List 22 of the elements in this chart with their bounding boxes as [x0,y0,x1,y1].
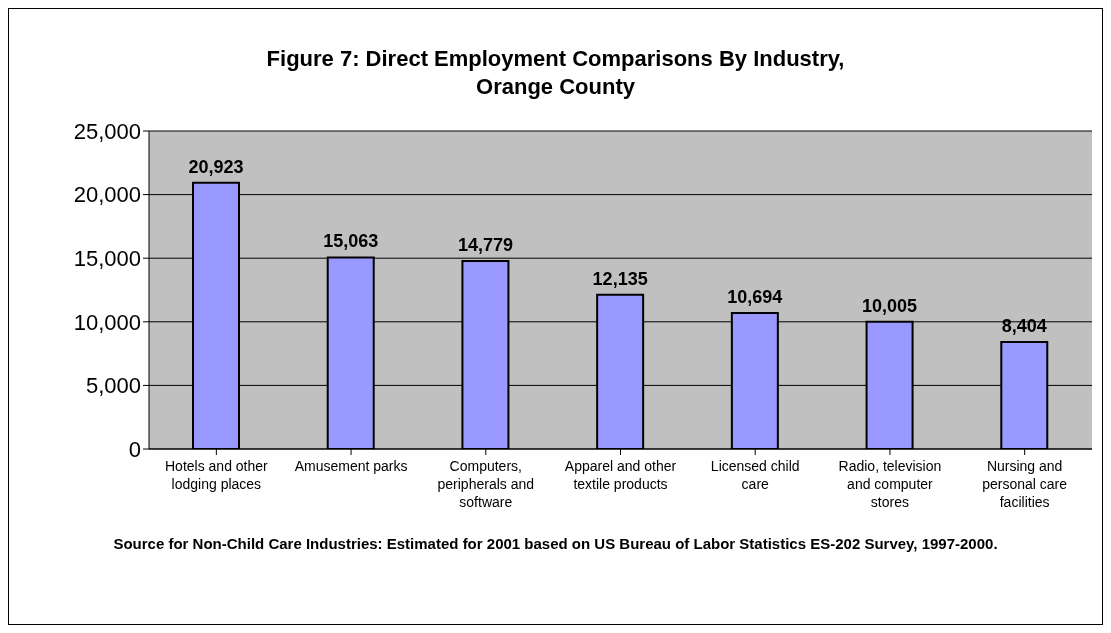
chart-title: Figure 7: Direct Employment Comparisons By Industry, Orange County [265,45,846,101]
x-tick-label: Apparel and other textile products [564,458,677,492]
y-tick-label: 5,000 [85,373,141,399]
x-tick-label: Amusement parks [294,458,408,474]
y-tick-label: 0 [128,436,141,462]
x-tick-label: Nursing and personal care facilities [982,458,1068,510]
data-label: 10,694 [727,286,783,307]
data-label: 10,005 [862,295,918,316]
y-tick-label: 10,000 [73,309,141,335]
data-label: 14,779 [457,235,513,256]
y-tick-label: 15,000 [73,246,141,272]
x-tick-label: Radio, television and computer stores [838,458,942,510]
source-note: Source for Non-Child Care Industries: Estimated for 2001 based on US Bureau of Labor Statistics ES-202 Survey, 1997-2000. [112,534,999,554]
x-tick-label: Hotels and other lodging places [164,458,269,492]
data-label: 20,923 [188,156,244,177]
x-tick-label: Computers, peripherals and software [437,458,535,510]
data-label: 8,404 [1001,316,1047,337]
data-label: 12,135 [592,268,648,289]
x-tick-label: Licensed child care [710,458,800,492]
y-tick-label: 20,000 [73,182,141,208]
y-tick-label: 25,000 [73,118,141,144]
data-label: 15,063 [323,231,379,252]
